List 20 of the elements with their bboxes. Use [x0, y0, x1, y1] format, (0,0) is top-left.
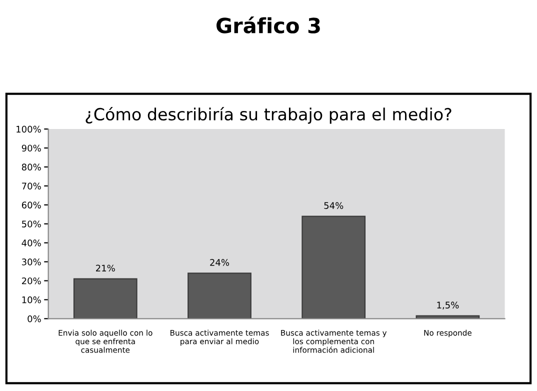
data-label: 1,5% — [437, 302, 459, 310]
y-tick-label: 30% — [22, 258, 41, 266]
y-tick-label: 70% — [22, 182, 41, 190]
y-tick-label: 90% — [22, 144, 41, 152]
y-tick-label: 80% — [22, 164, 41, 171]
bar — [73, 278, 138, 319]
y-tick-label: 50% — [22, 220, 41, 228]
data-label: 54% — [324, 202, 344, 209]
y-tick-label: 10% — [22, 296, 41, 304]
chart-title: Gráfico 3 — [216, 16, 320, 34]
y-tick-label: 100% — [16, 126, 41, 133]
data-label: 24% — [210, 259, 230, 266]
y-tick-label: 40% — [22, 240, 41, 246]
y-tick-label: 20% — [22, 277, 41, 284]
y-tick-label: 60% — [22, 202, 41, 208]
y-tick-label: 0% — [28, 315, 41, 322]
bar — [188, 272, 252, 319]
bar — [302, 216, 366, 319]
data-label: 21% — [96, 264, 115, 272]
chart-subtitle: ¿Cómo describiría su trabajo para el medio? — [86, 106, 452, 124]
